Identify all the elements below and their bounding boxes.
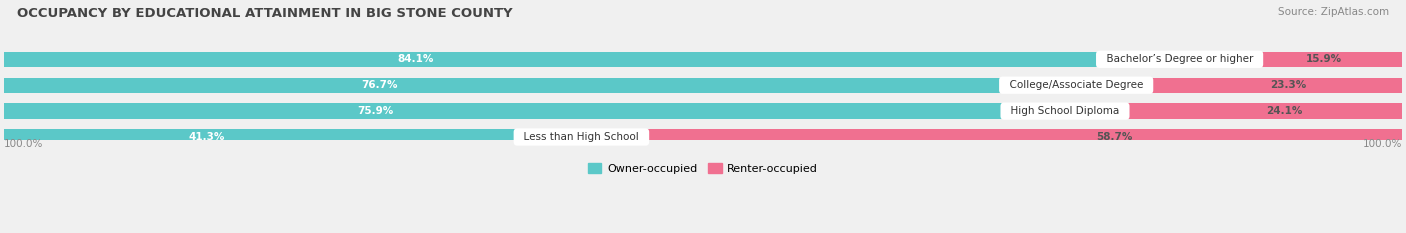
Text: 75.9%: 75.9% (357, 106, 394, 116)
Bar (4, 103, 1064, 119)
Legend: Owner-occupied, Renter-occupied: Owner-occupied, Renter-occupied (583, 159, 823, 178)
Bar (4, 52, 1402, 67)
Text: Source: ZipAtlas.com: Source: ZipAtlas.com (1278, 7, 1389, 17)
Text: 58.7%: 58.7% (1097, 132, 1133, 142)
Bar (4, 129, 582, 145)
Text: 41.3%: 41.3% (188, 132, 225, 142)
Text: 15.9%: 15.9% (1306, 54, 1343, 64)
Bar (582, 129, 1402, 145)
Text: 100.0%: 100.0% (4, 139, 44, 149)
Bar (4, 103, 1402, 119)
Bar (1064, 103, 1402, 119)
Text: Less than High School: Less than High School (517, 132, 645, 142)
Text: 76.7%: 76.7% (361, 80, 398, 90)
Text: 23.3%: 23.3% (1270, 80, 1306, 90)
Text: OCCUPANCY BY EDUCATIONAL ATTAINMENT IN BIG STONE COUNTY: OCCUPANCY BY EDUCATIONAL ATTAINMENT IN B… (17, 7, 513, 20)
Bar (1076, 78, 1402, 93)
Bar (4, 78, 1076, 93)
Text: 24.1%: 24.1% (1265, 106, 1302, 116)
Bar (4, 129, 1402, 145)
Bar (4, 52, 1180, 67)
Text: 84.1%: 84.1% (398, 54, 434, 64)
Text: 100.0%: 100.0% (1362, 139, 1402, 149)
Text: Bachelor’s Degree or higher: Bachelor’s Degree or higher (1099, 54, 1260, 64)
Text: College/Associate Degree: College/Associate Degree (1002, 80, 1150, 90)
Text: High School Diploma: High School Diploma (1004, 106, 1126, 116)
Bar (1180, 52, 1402, 67)
Bar (4, 78, 1402, 93)
